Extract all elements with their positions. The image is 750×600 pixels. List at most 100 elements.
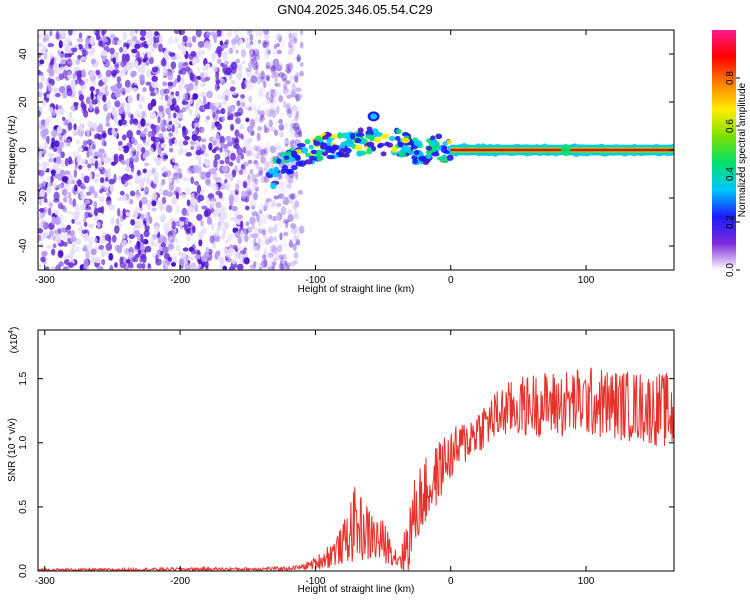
noise-speckle — [273, 91, 279, 96]
noise-speckle — [253, 245, 259, 253]
noise-speckle — [68, 111, 73, 118]
noise-speckle — [195, 30, 202, 38]
snr-panel: -300 -200 -100 0 100 0.0 0.5 1.0 1.5 Height of … — [7, 327, 675, 595]
noise-speckle — [261, 214, 268, 223]
noise-speckle — [285, 262, 291, 267]
noise-speckle — [188, 36, 192, 42]
noise-speckle — [280, 263, 284, 270]
noise-speckle — [262, 168, 266, 178]
noise-speckle — [243, 233, 249, 243]
noise-speckle — [281, 73, 288, 82]
noise-speckle — [272, 236, 278, 242]
noise-speckle — [119, 261, 127, 269]
noise-speckle — [282, 264, 288, 270]
noise-speckle — [247, 125, 254, 134]
top-y-ticks: -40 -20 0 20 40 — [18, 48, 674, 253]
noise-speckle — [224, 155, 230, 165]
noise-speckle — [197, 65, 201, 73]
noise-speckle — [261, 254, 267, 260]
noise-speckle — [59, 58, 67, 65]
noise-speckle — [258, 262, 262, 269]
noise-speckle — [165, 239, 171, 246]
noise-speckle — [88, 36, 95, 45]
noise-speckle — [240, 102, 246, 108]
noise-speckle — [223, 151, 229, 158]
noise-speckle — [111, 234, 117, 243]
noise-speckle — [219, 40, 224, 46]
noise-speckle — [250, 192, 258, 200]
noise-speckle — [187, 221, 192, 227]
noise-speckle — [257, 39, 262, 44]
noise-speckle — [282, 258, 289, 268]
noise-speckle — [289, 139, 297, 149]
noise-speckle — [253, 243, 261, 251]
noise-speckle — [249, 79, 255, 88]
noise-speckle — [216, 46, 223, 55]
noise-speckle — [273, 256, 280, 262]
noise-speckle — [295, 238, 301, 246]
noise-speckle — [224, 60, 230, 66]
noise-speckle — [85, 36, 90, 46]
noise-speckle — [291, 118, 298, 126]
noise-speckle — [223, 50, 228, 58]
noise-speckle — [67, 262, 75, 268]
y-scale-close: ) — [9, 327, 20, 330]
noise-speckle — [182, 92, 189, 101]
noise-speckle — [188, 99, 193, 104]
noise-speckle — [252, 155, 259, 160]
noise-speckle — [152, 252, 157, 259]
noise-speckle — [218, 216, 224, 224]
noise-speckle — [274, 120, 280, 128]
noise-speckle — [262, 101, 268, 107]
noise-speckle — [73, 66, 80, 71]
noise-speckle — [264, 74, 271, 81]
noise-speckle — [290, 133, 296, 138]
noise-speckle — [174, 37, 179, 44]
noise-speckle — [247, 30, 253, 34]
noise-speckle — [267, 112, 272, 117]
noise-speckle — [140, 118, 146, 127]
noise-speckle — [269, 63, 275, 70]
noise-speckle — [39, 59, 45, 65]
noise-speckle — [278, 254, 286, 260]
noise-speckle — [246, 70, 252, 78]
noise-speckle — [189, 72, 194, 81]
noise-speckle — [285, 179, 292, 185]
noise-speckle — [220, 208, 226, 217]
noise-speckle — [220, 107, 226, 115]
noise-speckle — [240, 94, 245, 99]
noise-speckle — [125, 87, 132, 94]
noise-speckle — [83, 258, 89, 268]
ridge-blob — [340, 141, 349, 146]
noise-speckle — [142, 86, 147, 93]
noise-speckle — [228, 194, 235, 204]
noise-speckle — [228, 247, 233, 255]
noise-speckle — [236, 252, 243, 260]
ridge-blob — [431, 152, 440, 157]
noise-speckle — [259, 110, 265, 117]
noise-speckle — [257, 91, 263, 98]
noise-speckle — [294, 235, 301, 241]
ridge-blob — [376, 144, 383, 149]
noise-speckle — [138, 43, 144, 48]
noise-speckle — [264, 162, 268, 172]
noise-speckle — [190, 176, 195, 185]
noise-speckle — [267, 226, 275, 234]
colorbar-bar — [712, 30, 736, 270]
noise-speckle — [247, 174, 251, 183]
noise-speckle — [251, 210, 259, 217]
noise-speckle — [215, 71, 220, 80]
noise-speckle — [248, 181, 256, 191]
noise-speckle — [127, 251, 134, 258]
noise-speckle — [178, 69, 183, 75]
noise-speckle — [138, 245, 146, 252]
noise-speckle — [294, 194, 298, 200]
noise-speckle — [283, 231, 289, 237]
noise-speckle — [158, 200, 163, 209]
noise-speckle — [242, 146, 247, 154]
noise-speckle — [98, 91, 104, 97]
ridge-blob — [272, 173, 279, 178]
noise-speckle — [200, 82, 207, 87]
noise-speckle — [158, 133, 164, 139]
noise-speckle — [299, 41, 304, 49]
